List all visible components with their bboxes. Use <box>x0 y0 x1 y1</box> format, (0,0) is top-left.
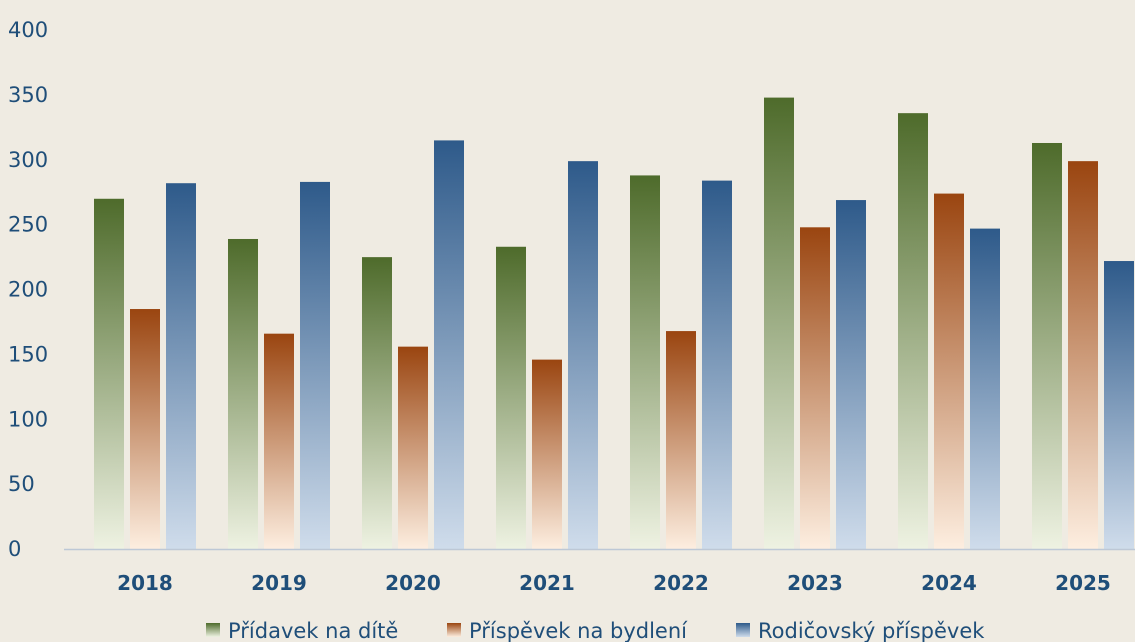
x-tick-label: 2021 <box>519 571 575 595</box>
bar <box>434 140 464 549</box>
y-tick-label: 400 <box>8 18 48 42</box>
y-tick-label: 0 <box>8 537 21 561</box>
legend-swatch <box>206 623 220 637</box>
bar <box>362 257 392 549</box>
bar <box>228 238 258 550</box>
legend-label: Příspěvek na bydlení <box>469 619 688 642</box>
y-tick-label: 350 <box>8 83 48 107</box>
y-tick-label: 50 <box>8 472 35 496</box>
bar <box>800 227 830 549</box>
x-tick-label: 2019 <box>251 571 307 595</box>
y-axis: 0 50 100 150 200 250 300 350 400 <box>8 18 48 561</box>
bar <box>166 183 196 549</box>
legend-swatch <box>447 623 461 637</box>
bar <box>130 309 160 549</box>
x-tick-label: 2022 <box>653 571 709 595</box>
x-tick-label: 2020 <box>385 571 441 595</box>
legend-label: Rodičovský příspěvek <box>758 619 985 642</box>
bar <box>532 359 562 549</box>
bar <box>970 228 1000 549</box>
bar <box>666 331 696 549</box>
bars <box>94 97 1134 550</box>
bar <box>94 198 124 549</box>
y-tick-label: 250 <box>8 213 48 237</box>
y-tick-label: 300 <box>8 148 48 172</box>
y-tick-label: 150 <box>8 342 48 366</box>
bar <box>1068 161 1098 549</box>
bar <box>836 200 866 549</box>
x-axis: 2018 2019 2020 2021 2022 2023 2024 2025 <box>117 571 1111 595</box>
x-tick-label: 2018 <box>117 571 173 595</box>
x-tick-label: 2024 <box>921 571 977 595</box>
bar <box>1104 261 1134 549</box>
bar <box>264 333 294 549</box>
y-tick-label: 200 <box>8 278 48 302</box>
legend-swatch <box>736 623 750 637</box>
x-tick-label: 2025 <box>1055 571 1111 595</box>
bar <box>496 246 526 549</box>
legend: Přídavek na dítě Příspěvek na bydlení Rodi… <box>206 619 985 642</box>
bar <box>300 181 330 549</box>
bar <box>934 193 964 549</box>
bar <box>630 175 660 549</box>
x-tick-label: 2023 <box>787 571 843 595</box>
bar <box>398 346 428 549</box>
legend-label: Přídavek na dítě <box>228 619 398 642</box>
bar <box>1032 142 1062 549</box>
bar <box>702 180 732 549</box>
bar <box>568 161 598 549</box>
bar <box>764 97 794 549</box>
y-tick-label: 100 <box>8 407 48 431</box>
bar <box>898 113 928 549</box>
